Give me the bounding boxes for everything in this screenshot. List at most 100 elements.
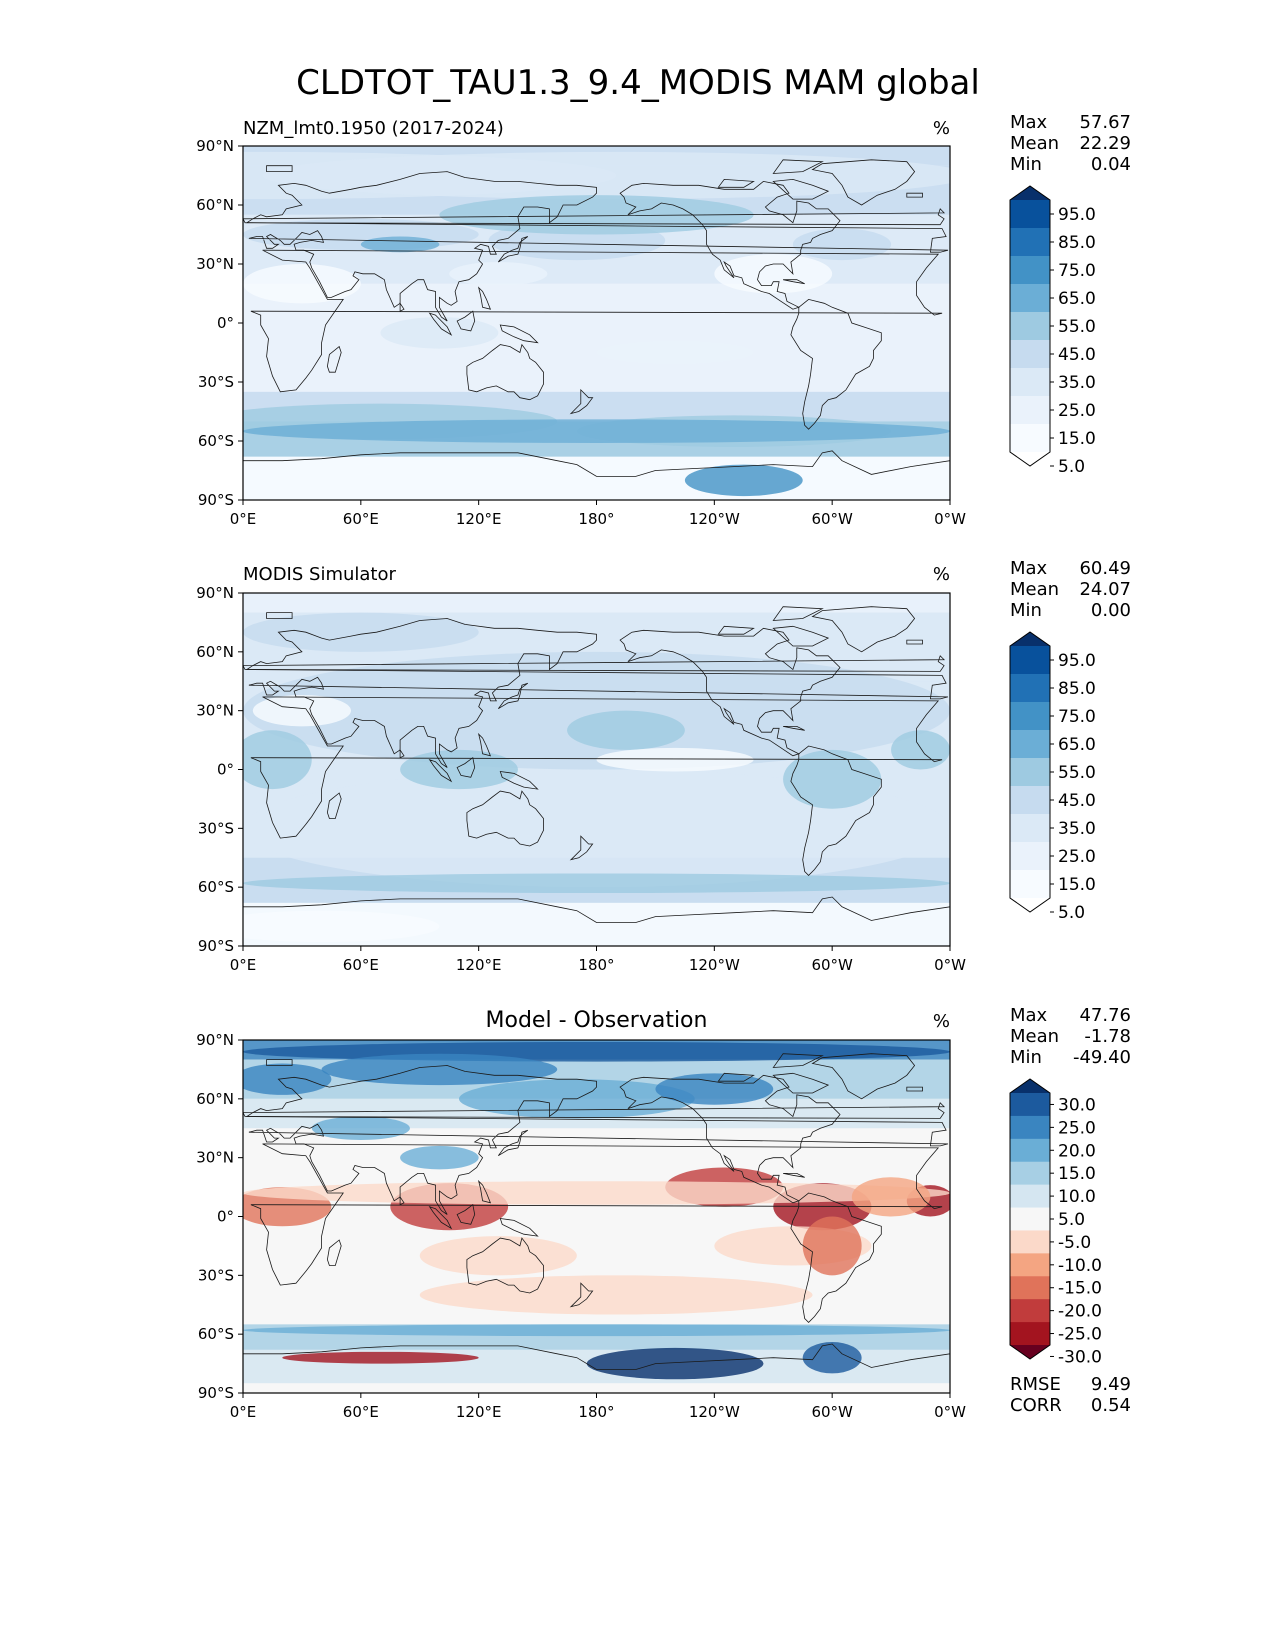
coastline-northamerica [619, 1074, 841, 1204]
field-contour [449, 262, 548, 286]
field-contour [243, 1324, 950, 1337]
coastline-sumatra [428, 1205, 453, 1230]
colorbar-segment [1010, 674, 1050, 703]
y-tick-label: 90°S [198, 937, 234, 955]
coastline-victoria [717, 178, 755, 188]
coastline-antarctica [243, 1343, 950, 1393]
colorbar-segment [1010, 1299, 1050, 1323]
coastline-uk [243, 1102, 946, 1119]
colorbar-tick-label: 35.0 [1058, 819, 1096, 839]
coastline-victoria [717, 625, 755, 635]
coastline-uk [243, 655, 946, 672]
colorbar-tick-label: 5.0 [1058, 457, 1085, 477]
coastline-japan [497, 682, 529, 710]
coastline-borneo [456, 1203, 476, 1225]
field-contour [400, 749, 518, 790]
x-tick-label: 120°E [456, 1403, 502, 1421]
field-contour [243, 1181, 950, 1205]
coastline-madagascar [326, 345, 342, 373]
colorbar-segment [1010, 1184, 1050, 1209]
x-tick-label: 60°W [811, 1403, 853, 1421]
y-tick-label: 30°S [198, 373, 234, 391]
colorbar-tick-label: 95.0 [1058, 651, 1096, 671]
colorbar-segment [1010, 1207, 1050, 1231]
metric-value-corr: 0.54 [1091, 1395, 1131, 1416]
coastline-africa [250, 1143, 943, 1286]
x-tick-label: 120°W [689, 1403, 740, 1421]
colorbar-tick-label: 75.0 [1058, 261, 1096, 281]
colorbar-segment [1010, 870, 1050, 899]
coastline-europe [245, 618, 949, 768]
coastline-greenland [811, 606, 916, 653]
colorbar-tick-label: 45.0 [1058, 345, 1096, 365]
x-tick-label: 60°E [343, 510, 379, 528]
y-tick-label: 0° [217, 1208, 234, 1226]
coastline-newguinea [499, 1218, 539, 1237]
units-label: % [933, 564, 950, 585]
coastline-antarctica [243, 896, 950, 946]
panel-title: NZM_lmt0.1950 (2017-2024) [243, 118, 504, 139]
field-contour [419, 1275, 813, 1315]
coastline-australia [466, 1237, 544, 1294]
x-tick-label: 180° [578, 510, 614, 528]
colorbar-tick-label: -15.0 [1058, 1279, 1102, 1299]
field-contour [252, 694, 352, 727]
stat-value-min: 0.04 [1091, 154, 1131, 175]
coastline-sumatra [428, 312, 453, 336]
colorbar-tick-label: 65.0 [1058, 735, 1096, 755]
coastline-greenland [811, 159, 916, 206]
y-tick-label: 60°N [196, 196, 234, 214]
colorbar-extend-bottom [1010, 898, 1050, 912]
colorbar-segment [1010, 1115, 1050, 1140]
colorbar-segment [1010, 200, 1050, 229]
colorbar-segment [1010, 284, 1050, 313]
x-tick-label: 0°E [230, 956, 257, 974]
field-contour [311, 1116, 410, 1141]
panel-reference: 0°E 60°E 120°E 180° 120°W 60°W 0°W 90°N 60°N 30°N… [196, 558, 1131, 974]
colorbar-tick-label: -10.0 [1058, 1256, 1102, 1276]
field-contour [802, 1342, 862, 1374]
colorbar-tick-label: 55.0 [1058, 763, 1096, 783]
colorbar-segment [1010, 646, 1050, 675]
colorbar-tick-label: 10.0 [1058, 1187, 1096, 1207]
x-tick-label: 60°E [343, 1403, 379, 1421]
colorbar-segment [1010, 1322, 1050, 1346]
y-tick-label: 0° [217, 761, 234, 779]
colorbar-tick-label: 25.0 [1058, 401, 1096, 421]
colorbar-extend-bottom [1010, 452, 1050, 466]
x-tick-label: 60°W [811, 956, 853, 974]
coastline-madagascar [326, 1239, 342, 1266]
colorbar-segment [1010, 842, 1050, 871]
colorbar-tick-label: 35.0 [1058, 373, 1096, 393]
colorbar-tick-label: 75.0 [1058, 707, 1096, 727]
coastline-northamerica [619, 627, 841, 757]
x-tick-label: 0°E [230, 1403, 257, 1421]
coastline-africa [250, 696, 943, 839]
colorbar-segment [1010, 1253, 1050, 1277]
x-tick-label: 180° [578, 956, 614, 974]
colorbar-tick-label: 30.0 [1058, 1095, 1096, 1115]
field-contour [243, 419, 950, 443]
stat-value-mean: 22.29 [1079, 133, 1131, 154]
y-tick-label: 30°N [196, 702, 234, 720]
x-tick-label: 0°W [934, 1403, 966, 1421]
coastline-iceland [906, 1086, 923, 1092]
coastline-iceland [906, 192, 923, 198]
colorbar-tick-label: 95.0 [1058, 205, 1096, 225]
x-tick-label: 0°W [934, 510, 966, 528]
field-band [243, 456, 950, 500]
colorbar-segment [1010, 1230, 1050, 1254]
coastline-svalbard [266, 165, 293, 173]
map-difference [243, 1040, 950, 1393]
colorbar-extend-top [1010, 1079, 1050, 1093]
coastline-newguinea [499, 771, 539, 790]
colorbar-tick-label: -25.0 [1058, 1325, 1102, 1345]
coastline-baffin [772, 1072, 830, 1094]
field-contour [400, 1145, 479, 1170]
field-band [243, 593, 950, 613]
colorbar-tick-label: 15.0 [1058, 429, 1096, 449]
field-contour [783, 749, 882, 809]
colorbar-tick-label: 15.0 [1058, 875, 1096, 895]
coastline-cuba [783, 279, 805, 285]
field-contour [684, 464, 803, 497]
